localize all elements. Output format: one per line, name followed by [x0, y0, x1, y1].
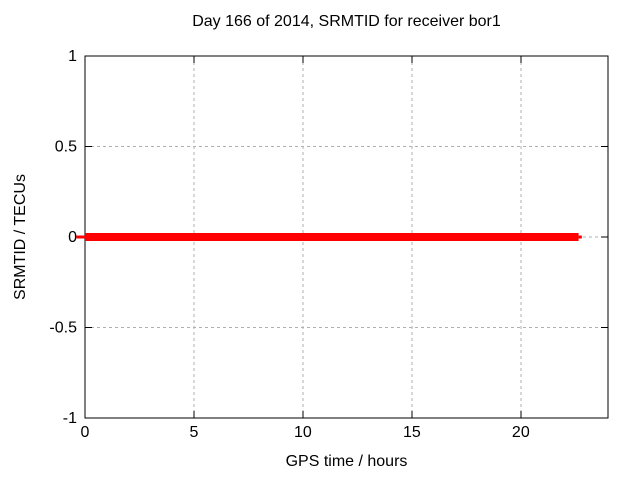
y-tick-label: -0.5	[49, 320, 77, 337]
y-axis-label: SRMTID / TECUs	[12, 174, 29, 300]
x-tick-label: 5	[190, 424, 199, 441]
x-tick-label: 20	[512, 424, 530, 441]
x-tick-label: 0	[81, 424, 90, 441]
y-tick-label: -1	[63, 410, 77, 427]
x-tick-label: 10	[294, 424, 312, 441]
y-tick-label: 1	[68, 48, 77, 65]
x-axis-label: GPS time / hours	[285, 453, 408, 470]
chart-title: Day 166 of 2014, SRMTID for receiver bor…	[192, 13, 501, 30]
x-tick-label: 15	[403, 424, 421, 441]
y-tick-label: 0	[68, 229, 77, 246]
y-tick-label: 0.5	[55, 139, 77, 156]
